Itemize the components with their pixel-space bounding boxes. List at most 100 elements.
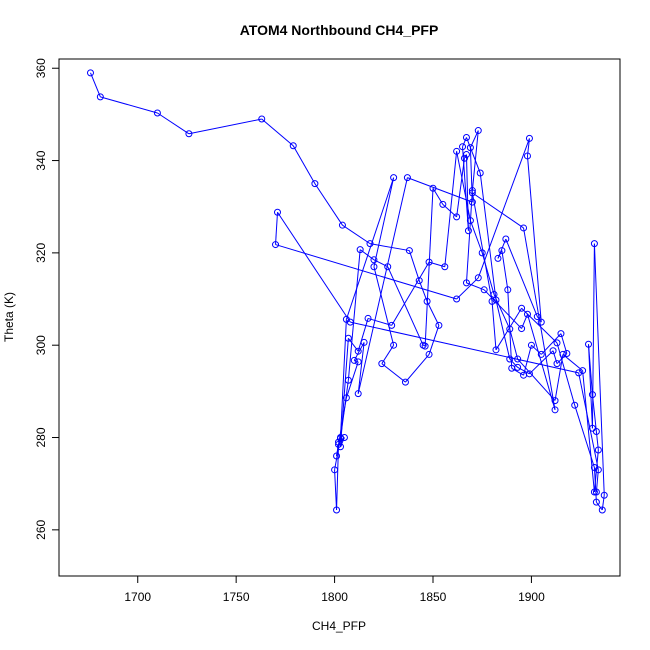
data-point [258,115,266,123]
data-point [378,360,386,368]
series-segment [526,155,542,323]
data-point [340,434,348,442]
data-point [390,174,398,182]
series-segment [509,328,519,360]
x-tick-label: 1800 [321,590,348,604]
data-point [492,346,500,354]
series-segment [275,212,278,245]
series-segment [477,138,530,278]
series-segment [367,317,392,326]
data-point [272,241,280,249]
x-axis-label: CH4_PFP [312,619,366,633]
data-point [480,286,488,294]
data-point [523,152,531,160]
data-point [575,369,583,377]
series-segment [347,249,361,381]
series-segment [531,344,542,355]
data-point [527,341,535,349]
series-segment [501,250,509,290]
data-point [96,93,104,101]
data-point [453,295,461,303]
data-point [390,341,398,349]
series-segment [554,354,564,401]
series-segment [495,308,523,351]
data-point [425,350,433,358]
series-segment [314,183,343,226]
data-point [289,142,297,150]
x-tick-label: 1900 [518,590,545,604]
data-point [273,208,281,216]
data-point [354,390,362,398]
data-point [453,147,461,155]
series-segment [465,190,473,283]
data-point [185,130,193,138]
series-segment [277,211,351,323]
data-point [474,127,482,135]
series-segment [100,96,158,114]
series-segment [507,289,513,369]
data-point [600,491,608,499]
y-tick-label: 300 [34,335,48,355]
series-segment [588,344,593,395]
series-segment [471,192,493,302]
series-segment [428,325,440,355]
y-tick-label: 320 [34,243,48,263]
chart-title: ATOM4 Northbound CH4_PFP [240,22,439,38]
series-segment [511,367,524,376]
data-point [401,378,409,386]
data-point [468,189,476,197]
series-segment [334,469,338,511]
series-segment [336,444,340,511]
y-tick-label: 260 [34,520,48,540]
series-segment [426,301,440,326]
data-point [594,446,602,454]
series-segment [523,345,532,376]
series-segment [517,358,556,401]
data-point [333,506,341,514]
series-segment [578,372,599,470]
series-segment [381,344,395,364]
data-point [453,213,461,221]
data-point [311,180,319,188]
series-segment [529,350,554,375]
series-segment [275,244,457,300]
data-point [549,347,557,355]
data-point [579,367,587,375]
series-segment [157,112,190,135]
series-segment [521,307,558,344]
series-segment [456,277,479,300]
data-point [468,198,476,206]
data-point [441,263,449,271]
data-point [518,304,526,312]
data-point [403,174,411,182]
series-segment [479,172,497,301]
series-segment [595,501,603,511]
data-point [478,249,486,257]
series-segment [391,261,430,326]
series-segment [339,380,349,439]
data-point [350,356,358,364]
data-point [346,318,354,326]
data-point [335,438,343,446]
series-segment [292,145,316,184]
data-point [585,340,593,348]
series-segment [407,177,473,203]
data-point [405,247,413,255]
data-point [598,506,606,514]
data-point [592,498,600,506]
series-segment [350,321,579,374]
data-point [506,325,514,333]
data-point [464,227,472,235]
data-point [384,263,392,271]
series-segment [483,289,522,329]
series-segment [334,437,341,470]
data-point [466,217,474,225]
data-point [590,240,598,248]
series-segment [188,118,262,135]
series-segment [345,361,359,398]
series-lines [90,72,605,511]
data-point [563,350,571,358]
data-point [459,143,467,151]
